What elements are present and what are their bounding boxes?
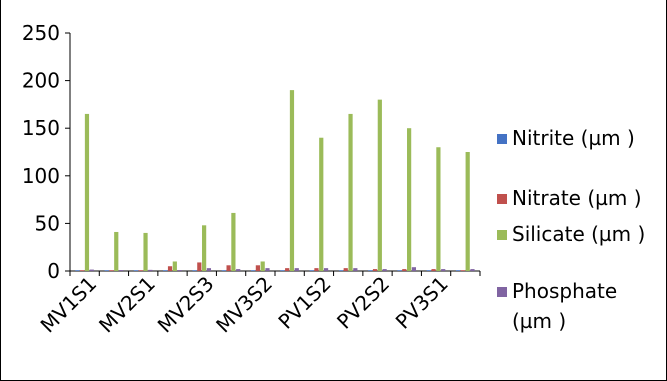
category-label: MV2S1 <box>94 272 160 338</box>
bar-nitrate <box>343 268 348 271</box>
bar-phosphate <box>118 270 124 271</box>
bar-nitrite <box>426 270 431 271</box>
category-label: PV3S1 <box>391 272 453 334</box>
bar-nitrite <box>455 270 461 271</box>
y-tick-label: 200 <box>22 69 60 93</box>
bar-nitrate <box>197 262 202 271</box>
bar-nitrate <box>314 268 319 271</box>
bar-phosphate <box>441 269 446 271</box>
y-tick-label: 0 <box>47 259 60 283</box>
y-tick-label: 100 <box>22 164 60 188</box>
bar-phosphate <box>89 269 94 271</box>
bar-nitrate <box>402 269 407 271</box>
category-label: MV3S2 <box>211 272 277 338</box>
bar-phosphate <box>294 268 299 271</box>
bar-nitrate <box>431 269 436 271</box>
bar-phosphate <box>411 267 417 271</box>
bar-nitrite <box>75 270 80 271</box>
legend-swatch <box>497 134 507 144</box>
legend-swatch <box>497 194 507 204</box>
bar-silicate <box>465 152 470 271</box>
bar-nitrate <box>80 270 85 271</box>
category-label: MV2S3 <box>153 272 219 338</box>
bar-nitrate <box>109 270 114 271</box>
bar-silicate <box>407 128 412 271</box>
bar-silicate <box>319 137 324 271</box>
bar-nitrite <box>221 270 226 271</box>
bar-phosphate <box>177 270 182 271</box>
axes <box>69 33 481 276</box>
bar-phosphate <box>353 268 358 271</box>
y-tick-label: 250 <box>22 21 60 45</box>
bar-nitrite <box>250 270 256 271</box>
bar-phosphate <box>470 269 475 271</box>
bar-nitrite <box>280 270 285 271</box>
legend-swatch <box>497 287 507 297</box>
legend-label: Phosphate <box>512 279 617 303</box>
bar-silicate <box>348 113 353 271</box>
y-tick-label: 50 <box>35 211 60 235</box>
bar-silicate <box>260 261 265 271</box>
bar-phosphate <box>148 269 153 271</box>
bar-silicate <box>114 231 119 271</box>
bar-silicate <box>202 225 207 271</box>
bar-phosphate <box>323 268 329 271</box>
bar-nitrite <box>163 270 168 271</box>
bar-silicate <box>231 212 236 271</box>
bar-phosphate <box>265 268 270 271</box>
bar-nitrite <box>368 270 373 271</box>
bar-nitrate <box>285 268 290 271</box>
bar-phosphate <box>236 269 241 271</box>
bar-nitrite <box>104 270 109 271</box>
bar-nitrate <box>138 270 143 271</box>
legend-swatch <box>497 230 507 240</box>
bar-nitrite <box>133 270 139 271</box>
legend-label: Nitrite (µm ) <box>512 126 635 150</box>
legend-label: Silicate (µm ) <box>512 222 645 246</box>
category-label: PV1S2 <box>273 272 335 334</box>
bar-nitrate <box>460 270 465 271</box>
y-ticks: 0 50 100 150 200 250 <box>22 21 70 283</box>
bar-nitrate <box>226 265 231 271</box>
bar-phosphate <box>206 268 212 271</box>
bars <box>75 90 475 272</box>
bar-nitrate <box>167 266 173 271</box>
bar-phosphate <box>382 269 387 271</box>
legend: Nitrite (µm ) Nitrate (µm ) Silicate (µm )… <box>497 126 645 333</box>
bar-silicate <box>84 113 90 271</box>
bar-nitrate <box>372 269 378 271</box>
bar-nitrite <box>192 270 197 271</box>
bar-nitrite <box>309 270 314 271</box>
legend-label: (µm ) <box>512 309 566 333</box>
category-label: MV1S1 <box>36 272 102 338</box>
bar-silicate <box>289 90 295 272</box>
bar-silicate <box>377 99 382 271</box>
bar-nitrite <box>338 270 344 271</box>
bar-silicate <box>436 147 441 271</box>
category-label: PV2S2 <box>332 272 394 334</box>
y-tick-label: 150 <box>22 116 60 140</box>
legend-label: Nitrate (µm ) <box>512 186 642 210</box>
bar-silicate <box>143 232 148 271</box>
bar-silicate <box>172 261 177 271</box>
bar-nitrite <box>397 270 402 271</box>
bar-nitrate <box>255 265 260 271</box>
